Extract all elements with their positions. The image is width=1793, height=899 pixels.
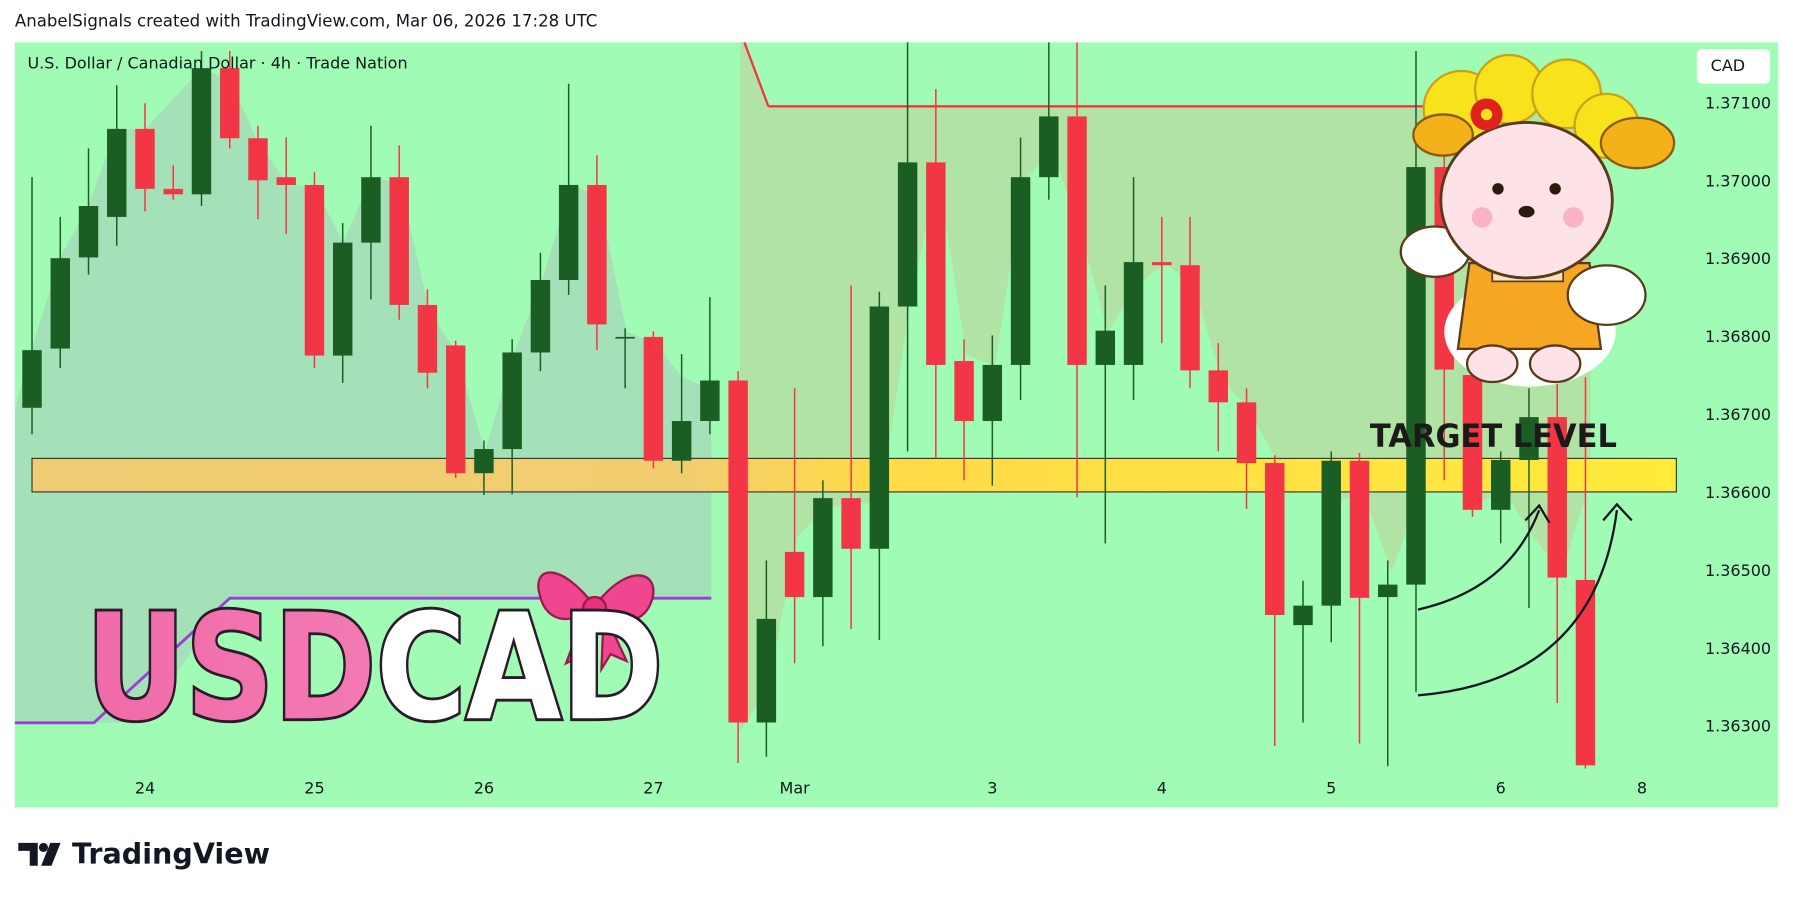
- candle-body: [502, 352, 522, 450]
- candle-body: [1519, 417, 1539, 460]
- y-tick-label: 1.36800: [1705, 327, 1771, 346]
- candle-body: [163, 188, 183, 195]
- x-tick-label: 6: [1496, 779, 1506, 798]
- candle-body: [954, 361, 974, 422]
- candle-body: [22, 350, 42, 408]
- candle-body: [276, 177, 296, 185]
- currency-box[interactable]: [1696, 49, 1771, 84]
- candle-body: [1123, 262, 1144, 365]
- candle-body: [926, 162, 946, 365]
- resistance-slope: [743, 42, 770, 107]
- sticker: [1399, 53, 1676, 387]
- y-tick-label: 1.37000: [1705, 171, 1771, 190]
- y-tick-label: 1.37100: [1705, 93, 1771, 112]
- candle-body: [1575, 579, 1596, 766]
- target-zone: [31, 457, 1677, 493]
- candle-body: [248, 138, 268, 181]
- arrow: [1417, 509, 1541, 611]
- candle-body: [1152, 262, 1172, 266]
- footer: TradingView: [72, 836, 270, 870]
- watermark: USDCAD: [86, 582, 663, 753]
- candle-body: [1462, 375, 1483, 510]
- candle-body: [1491, 459, 1511, 510]
- x-tick-label: 8: [1637, 779, 1647, 798]
- candle-body: [587, 184, 607, 325]
- candle-body: [558, 184, 579, 281]
- candle-body: [869, 306, 890, 549]
- x-tick-label: 24: [135, 779, 155, 798]
- candle-body: [671, 421, 692, 461]
- overlay-layer: [31, 105, 1677, 493]
- candle-body: [361, 177, 381, 243]
- bow: [537, 571, 655, 674]
- candle-body: [107, 128, 127, 217]
- candle-body: [1208, 370, 1228, 403]
- axes: 1.36300 1.36400 1.36500 1.36600 1.36700 1.368…: [135, 93, 1771, 797]
- candles: [22, 42, 1596, 769]
- candle-body: [1349, 460, 1370, 598]
- candle-body: [728, 380, 748, 723]
- candle-body: [982, 364, 1003, 422]
- candle-body: [1265, 463, 1285, 615]
- arrow-head: [1524, 503, 1551, 524]
- candle-body: [50, 258, 70, 349]
- x-tick-label: 26: [474, 779, 494, 798]
- candle-body: [220, 68, 240, 139]
- candle-body: [78, 206, 99, 258]
- candle-body: [445, 345, 466, 474]
- x-tick-label: 27: [643, 779, 663, 798]
- candle-body: [1547, 417, 1567, 578]
- x-tick-label: Mar: [780, 779, 811, 798]
- footer-logo: [18, 842, 61, 866]
- candle-body: [841, 498, 861, 549]
- candle-body: [1010, 177, 1031, 365]
- annotation: TARGET LEVEL: [1370, 417, 1617, 455]
- arrow: [1417, 509, 1619, 697]
- y-tick-label: 1.36600: [1705, 483, 1771, 502]
- y-tick-label: 1.36900: [1705, 249, 1771, 268]
- candle-body: [1180, 265, 1200, 371]
- shaded-area: [14, 68, 712, 723]
- candle-body: [1095, 330, 1116, 365]
- candle-body: [304, 184, 325, 356]
- candle-body: [897, 162, 918, 307]
- candle-body: [1236, 402, 1257, 464]
- candle-body: [332, 242, 353, 356]
- arrow-head: [1602, 502, 1633, 522]
- candle-body: [1039, 116, 1059, 178]
- candle-body: [643, 336, 664, 461]
- candle-body: [474, 449, 494, 474]
- y-tick-label: 1.36400: [1705, 639, 1771, 658]
- candle-body: [756, 618, 777, 723]
- candle-body: [1293, 605, 1313, 626]
- shaded-area: [739, 42, 1591, 732]
- candle-body: [191, 68, 212, 195]
- candle-body: [135, 128, 155, 189]
- candle-body: [1321, 460, 1341, 606]
- candle-body: [1378, 584, 1398, 598]
- candle-body: [784, 551, 805, 598]
- candle-body: [530, 280, 551, 353]
- candle-body: [813, 498, 833, 598]
- candle-body: [700, 380, 720, 422]
- candle-body: [1067, 116, 1087, 365]
- y-tick-label: 1.36300: [1705, 717, 1771, 736]
- x-tick-label: 5: [1326, 779, 1336, 798]
- y-tick-label: 1.36500: [1705, 561, 1771, 580]
- chart-title: U.S. Dollar / Canadian Dollar · 4h · Tra…: [27, 54, 407, 73]
- stop-line: [14, 596, 712, 725]
- x-tick-label: 25: [304, 779, 324, 798]
- y-tick-label: 1.36700: [1705, 405, 1771, 424]
- x-tick-label: 4: [1157, 779, 1167, 798]
- header: AnabelSignals created with TradingView.c…: [15, 11, 597, 30]
- candle-body: [615, 336, 635, 339]
- currency-label[interactable]: CAD: [1711, 56, 1745, 75]
- x-tick-label: 3: [987, 779, 997, 798]
- candle-body: [389, 177, 409, 305]
- candle-body: [417, 304, 438, 373]
